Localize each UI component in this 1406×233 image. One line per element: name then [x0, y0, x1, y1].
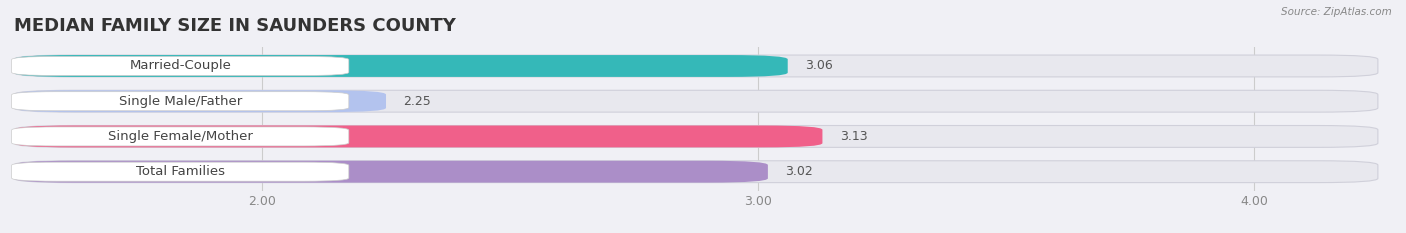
FancyBboxPatch shape [14, 90, 1378, 112]
Text: Married-Couple: Married-Couple [129, 59, 231, 72]
FancyBboxPatch shape [11, 92, 349, 111]
FancyBboxPatch shape [14, 55, 1378, 77]
FancyBboxPatch shape [11, 127, 349, 146]
FancyBboxPatch shape [14, 90, 387, 112]
Text: MEDIAN FAMILY SIZE IN SAUNDERS COUNTY: MEDIAN FAMILY SIZE IN SAUNDERS COUNTY [14, 17, 456, 35]
FancyBboxPatch shape [14, 126, 1378, 147]
Text: Single Male/Father: Single Male/Father [118, 95, 242, 108]
Text: 3.02: 3.02 [785, 165, 813, 178]
FancyBboxPatch shape [14, 161, 1378, 183]
Text: 3.13: 3.13 [839, 130, 868, 143]
FancyBboxPatch shape [11, 162, 349, 181]
Text: 2.25: 2.25 [404, 95, 432, 108]
Text: Single Female/Mother: Single Female/Mother [108, 130, 253, 143]
FancyBboxPatch shape [11, 56, 349, 75]
FancyBboxPatch shape [14, 126, 823, 147]
Text: Source: ZipAtlas.com: Source: ZipAtlas.com [1281, 7, 1392, 17]
Text: Total Families: Total Families [136, 165, 225, 178]
FancyBboxPatch shape [14, 55, 787, 77]
FancyBboxPatch shape [14, 161, 768, 183]
Text: 3.06: 3.06 [806, 59, 832, 72]
